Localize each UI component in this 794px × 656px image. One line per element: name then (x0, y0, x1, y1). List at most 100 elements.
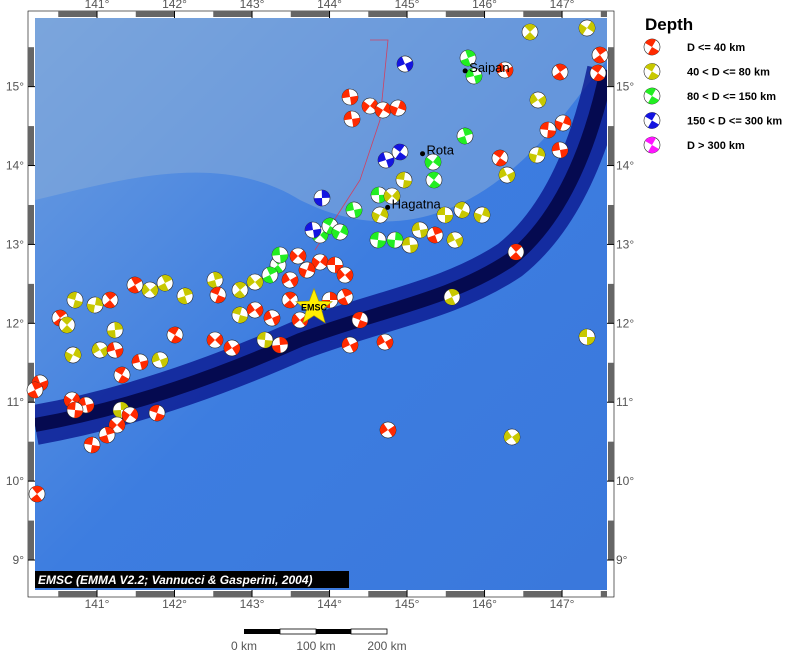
focal-mechanism (386, 231, 404, 249)
ball-quadrant (177, 288, 193, 304)
ball-quadrant (283, 292, 297, 308)
focal-mechanism (156, 274, 174, 292)
ball-quadrant (103, 292, 117, 308)
focal-mechanism (345, 201, 363, 219)
ball-quadrant (128, 277, 142, 293)
y-tick-label: 12° (6, 316, 24, 330)
frame-segment (600, 591, 607, 597)
focal-mechanism (101, 291, 119, 309)
ball-quadrant (504, 430, 520, 444)
focal-mechanism (370, 186, 388, 204)
ball-quadrant (30, 486, 44, 502)
focal-mechanism (401, 236, 419, 254)
place-label: Saipan (469, 60, 509, 75)
ball-quadrant (299, 262, 315, 278)
focal-mechanism (166, 326, 184, 344)
focal-mechanism (643, 136, 661, 154)
focal-mechanism (643, 63, 661, 80)
ball-quadrant (292, 313, 308, 327)
focal-mechanism (507, 243, 525, 261)
focal-mechanism (313, 189, 331, 207)
ball-quadrant (552, 142, 568, 158)
focal-mechanism (361, 97, 379, 115)
focal-mechanism (446, 231, 464, 249)
ball-quadrant (530, 93, 546, 107)
focal-mechanism (223, 339, 241, 357)
frame-segment (368, 11, 408, 17)
ball-quadrant (444, 289, 460, 305)
ball-quadrant (499, 167, 515, 183)
ball-quadrant (282, 273, 298, 287)
focal-mechanism (113, 366, 131, 384)
frame-segment (608, 283, 614, 324)
ball-quadrant (380, 423, 396, 437)
frame-segment (608, 362, 614, 403)
focal-mechanism (578, 19, 596, 37)
ball-quadrant (378, 152, 394, 168)
ball-quadrant (312, 255, 328, 269)
focal-mechanism (371, 206, 389, 224)
ball-quadrant (257, 332, 273, 348)
ball-quadrant (327, 257, 343, 273)
ball-quadrant (92, 343, 108, 357)
focal-mechanism (209, 286, 227, 304)
ball-quadrant (396, 172, 412, 188)
ball-quadrant (579, 21, 595, 35)
ball-quadrant (272, 247, 288, 263)
y-tick-label: 9° (616, 553, 628, 567)
frame-segment (28, 362, 34, 403)
focal-mechanism (206, 331, 224, 349)
ball-quadrant (372, 207, 388, 223)
frame-segment (608, 520, 614, 561)
focal-mechanism (326, 256, 344, 274)
frame-segment (58, 591, 98, 597)
ball-quadrant (107, 342, 123, 358)
frame-segment (28, 204, 34, 245)
focal-mechanism (391, 143, 409, 161)
ball-quadrant (427, 227, 443, 243)
focal-mechanism (643, 112, 661, 129)
y-tick-label: 10° (6, 474, 24, 488)
ball-quadrant (78, 397, 94, 413)
focal-mechanism (436, 206, 454, 224)
focal-mechanism (343, 110, 361, 128)
ball-quadrant (232, 307, 248, 323)
ball-quadrant (384, 190, 400, 202)
frame-segment (135, 11, 175, 17)
focal-mechanism (106, 321, 124, 339)
y-tick-label: 13° (6, 237, 24, 251)
ball-quadrant (314, 190, 330, 206)
ball-quadrant (529, 147, 545, 163)
focal-mechanism (131, 353, 149, 371)
ball-quadrant (437, 207, 453, 223)
focal-mechanism (298, 261, 316, 279)
focal-mechanism (539, 121, 557, 139)
scale-bar (244, 628, 388, 635)
ball-quadrant (457, 128, 473, 144)
y-tick-label: 14° (616, 159, 634, 173)
focal-mechanism (336, 288, 354, 306)
ball-quadrant (387, 232, 403, 248)
ball-quadrant (460, 50, 476, 66)
ball-quadrant (109, 419, 125, 431)
focal-mechanism (529, 91, 547, 109)
focal-mechanism (453, 201, 471, 219)
x-tick-label: 143° (240, 0, 265, 11)
frame-segment (28, 47, 34, 87)
place-marker (385, 204, 391, 210)
x-tick-label: 144° (317, 597, 342, 611)
x-tick-label: 144° (317, 0, 342, 11)
ball-quadrant (65, 347, 81, 363)
ball-quadrant (247, 303, 263, 317)
focal-mechanism (551, 141, 569, 159)
x-tick-label: 147° (550, 597, 575, 611)
scale-label: 0 km (231, 639, 257, 651)
ball-quadrant (122, 408, 138, 422)
focal-mechanism (176, 287, 194, 305)
focal-mechanism (491, 149, 509, 167)
focal-mechanism (311, 253, 329, 271)
focal-mechanism (331, 223, 349, 241)
focal-mechanism (289, 247, 307, 265)
x-tick-label: 146° (472, 597, 497, 611)
ball-quadrant (344, 111, 360, 127)
